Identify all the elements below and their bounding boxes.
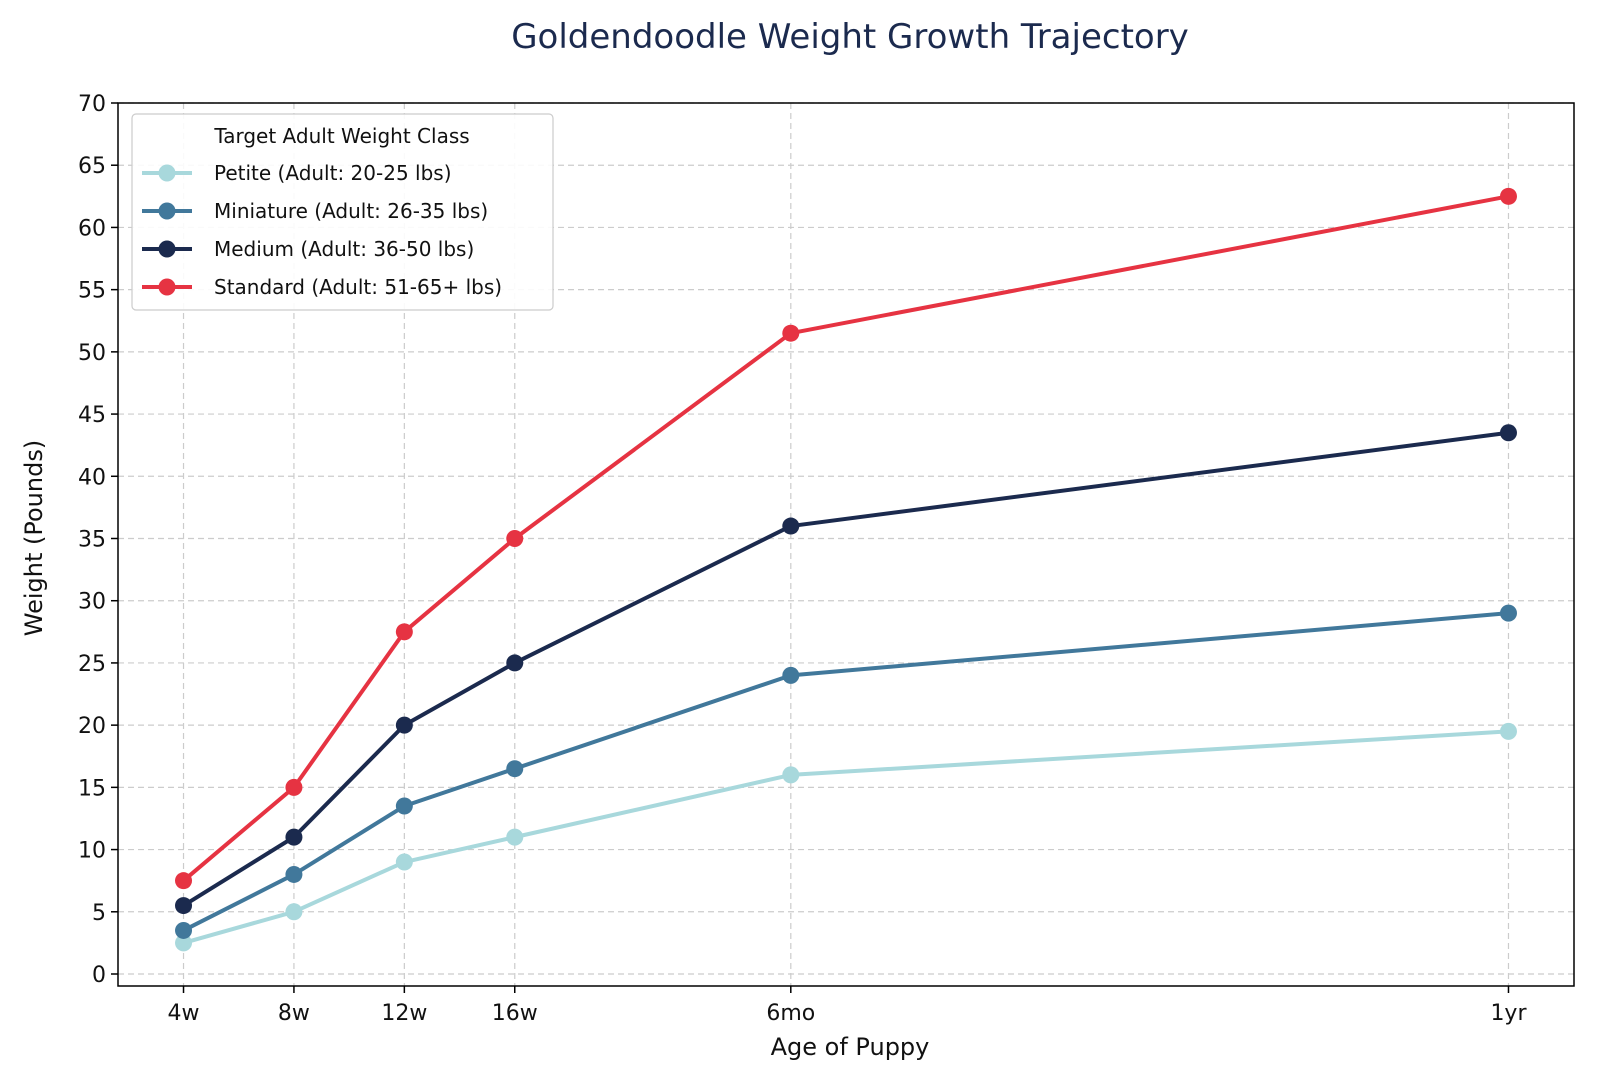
data-point bbox=[506, 828, 524, 846]
legend-item: Petite (Adult: 20-25 lbs) bbox=[142, 161, 452, 185]
legend-title: Target Adult Weight Class bbox=[213, 124, 469, 148]
legend-swatch-marker bbox=[158, 240, 176, 258]
data-point bbox=[506, 654, 524, 672]
y-tick-label: 65 bbox=[78, 154, 106, 179]
x-tick-label: 16w bbox=[492, 1001, 538, 1026]
y-tick-label: 20 bbox=[78, 714, 106, 739]
y-tick-label: 15 bbox=[78, 776, 106, 801]
x-tick-label: 1yr bbox=[1490, 1001, 1527, 1026]
legend-items: Petite (Adult: 20-25 lbs) Miniature (Adul… bbox=[142, 161, 502, 299]
y-tick-label: 60 bbox=[78, 216, 106, 241]
series-1 bbox=[175, 722, 1517, 952]
series-line bbox=[181, 611, 1511, 933]
data-point bbox=[395, 716, 413, 734]
legend-item: Medium (Adult: 36-50 lbs) bbox=[142, 237, 474, 261]
y-tick-label: 55 bbox=[78, 279, 106, 304]
y-tick-label: 30 bbox=[78, 590, 106, 615]
y-tick-label: 5 bbox=[92, 901, 106, 926]
data-point bbox=[782, 324, 800, 342]
plot-frame bbox=[117, 102, 1575, 987]
y-tick-label: 0 bbox=[92, 963, 106, 988]
legend-swatch-marker bbox=[158, 202, 176, 220]
series-3 bbox=[175, 424, 1517, 915]
series-line bbox=[181, 729, 1511, 945]
data-point bbox=[782, 666, 800, 684]
chart-title: Goldendoodle Weight Growth Trajectory bbox=[511, 17, 1189, 57]
legend-label: Miniature (Adult: 26-35 lbs) bbox=[214, 199, 488, 223]
x-tick-label: 6mo bbox=[766, 1001, 815, 1026]
y-tick-label: 50 bbox=[78, 341, 106, 366]
legend-item: Miniature (Adult: 26-35 lbs) bbox=[142, 199, 488, 223]
data-point bbox=[1499, 424, 1517, 442]
y-tick-label: 10 bbox=[78, 839, 106, 864]
series-line bbox=[181, 194, 1511, 883]
x-tick-label: 12w bbox=[381, 1001, 427, 1026]
data-point bbox=[1499, 187, 1517, 205]
data-point bbox=[175, 872, 193, 890]
legend-swatch-marker bbox=[158, 164, 176, 182]
data-point bbox=[506, 760, 524, 778]
data-point bbox=[175, 934, 193, 952]
data-point bbox=[782, 517, 800, 535]
data-point bbox=[782, 766, 800, 784]
data-point bbox=[395, 623, 413, 641]
y-tick-label: 25 bbox=[78, 652, 106, 677]
data-point bbox=[285, 828, 303, 846]
legend-label: Medium (Adult: 36-50 lbs) bbox=[214, 237, 474, 261]
series-4 bbox=[175, 187, 1517, 890]
data-point bbox=[1499, 604, 1517, 622]
legend-label: Standard (Adult: 51-65+ lbs) bbox=[214, 275, 502, 299]
y-tick-label: 35 bbox=[78, 528, 106, 553]
series-2 bbox=[175, 604, 1517, 939]
data-point bbox=[285, 778, 303, 796]
legend: Target Adult Weight Class Petite (Adult:… bbox=[131, 113, 554, 311]
x-axis-label: Age of Puppy bbox=[771, 1033, 930, 1061]
data-point bbox=[395, 853, 413, 871]
legend-box bbox=[131, 113, 554, 311]
data-point bbox=[175, 897, 193, 915]
x-tick-label: 4w bbox=[168, 1001, 200, 1026]
data-point bbox=[1499, 722, 1517, 740]
series-lines bbox=[175, 187, 1517, 952]
data-point bbox=[285, 865, 303, 883]
legend-swatch-marker bbox=[158, 278, 176, 296]
data-point bbox=[285, 903, 303, 921]
y-tick-label: 70 bbox=[78, 92, 106, 117]
data-point bbox=[395, 797, 413, 815]
data-point bbox=[506, 530, 524, 547]
legend-label: Petite (Adult: 20-25 lbs) bbox=[214, 161, 452, 185]
y-tick-label: 45 bbox=[78, 403, 106, 428]
x-tick-label: 8w bbox=[278, 1001, 310, 1026]
legend-item: Standard (Adult: 51-65+ lbs) bbox=[142, 275, 502, 299]
y-axis-label: Weight (Pounds) bbox=[20, 440, 48, 636]
series-line bbox=[181, 430, 1511, 908]
axes: 0 5 10 15 20 25 30 35 40 45 50 55 60 65 70 4w 8w 12w 16w 6m… bbox=[78, 92, 1527, 1026]
data-point bbox=[175, 921, 193, 939]
y-tick-label: 40 bbox=[78, 465, 106, 490]
